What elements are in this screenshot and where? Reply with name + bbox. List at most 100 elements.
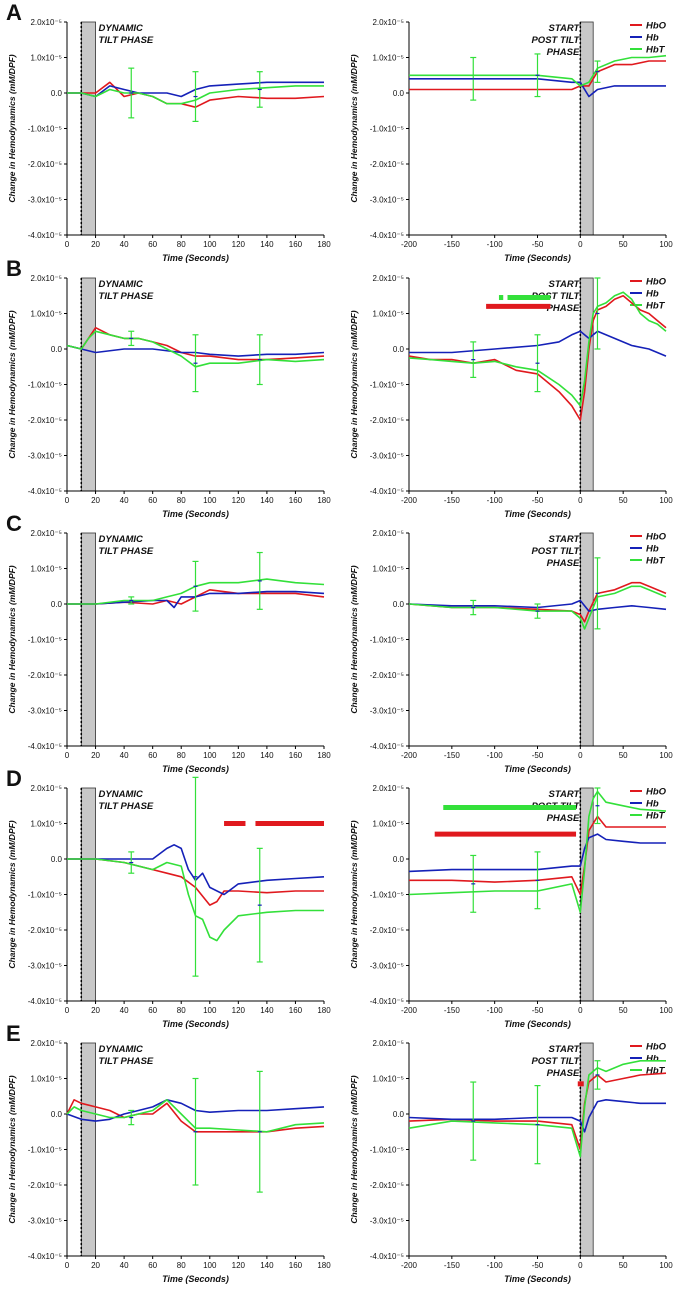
x-axis-label: Time (Seconds) — [162, 509, 229, 519]
legend-label: HbO — [646, 532, 667, 543]
phase-shade — [80, 1042, 96, 1257]
x-axis-label: Time (Seconds) — [162, 1019, 229, 1029]
y-tick-label: -1.0x10⁻⁵ — [28, 1146, 62, 1155]
legend-label: Hb — [646, 289, 659, 300]
x-tick-label: -200 — [401, 1261, 418, 1270]
x-tick-label: 100 — [203, 496, 217, 505]
series-line-HbT — [408, 585, 667, 630]
x-axis-label: Time (Seconds) — [162, 1274, 229, 1284]
series-line-HbO — [409, 60, 666, 91]
y-tick-label: -4.0x10⁻⁵ — [28, 487, 62, 496]
y-tick-label: -2.0x10⁻⁵ — [370, 160, 404, 169]
chart-C-left: C 2.0x10⁻⁵ 1.0x10⁻⁵ 0.0 -1.0x10⁻⁵ -2.0x10⁻⁵ -3… — [6, 511, 331, 774]
x-tick-label: 20 — [91, 751, 100, 760]
legend-label: HbT — [646, 45, 666, 56]
y-tick-label: -1.0x10⁻⁵ — [28, 891, 62, 900]
y-tick-label: -3.0x10⁻⁵ — [28, 1217, 62, 1226]
x-tick-label: 0 — [578, 240, 583, 249]
series-line-HbT — [409, 54, 667, 87]
legend-label: Hb — [646, 33, 659, 44]
x-tick-label: 140 — [260, 1261, 274, 1270]
y-tick-label: 2.0x10⁻⁵ — [30, 784, 62, 793]
legend-label: Hb — [646, 1054, 659, 1065]
y-tick-label: -2.0x10⁻⁵ — [28, 1181, 62, 1190]
series-line-Hb — [409, 330, 667, 357]
x-tick-label: 80 — [177, 1261, 186, 1270]
phase-annotation: POST TILT — [531, 291, 580, 302]
x-tick-label: -50 — [532, 1006, 544, 1015]
phase-annotation: POST TILT — [531, 1056, 580, 1067]
y-tick-label: -1.0x10⁻⁵ — [28, 381, 62, 390]
series-line-HbO — [66, 326, 325, 361]
phase-annotation: TILT PHASE — [99, 1056, 154, 1067]
series-line-HbT — [408, 1060, 666, 1158]
y-tick-label: -3.0x10⁻⁵ — [28, 707, 62, 716]
x-tick-label: -50 — [532, 496, 544, 505]
x-tick-label: -50 — [532, 1261, 544, 1270]
x-tick-label: 20 — [91, 240, 100, 249]
x-tick-label: 100 — [203, 240, 217, 249]
y-tick-label: 1.0x10⁻⁵ — [30, 310, 62, 319]
y-tick-label: -1.0x10⁻⁵ — [370, 1146, 404, 1155]
x-tick-label: 180 — [317, 496, 331, 505]
x-tick-label: -100 — [487, 1006, 504, 1015]
x-tick-label: 40 — [120, 1261, 129, 1270]
x-tick-label: 100 — [203, 751, 217, 760]
series-line-HbT — [66, 1099, 325, 1133]
x-tick-label: -200 — [401, 496, 418, 505]
y-tick-label: 1.0x10⁻⁵ — [30, 565, 62, 574]
x-tick-label: -150 — [444, 496, 461, 505]
series-line-Hb — [67, 843, 325, 896]
y-tick-label: 1.0x10⁻⁵ — [30, 820, 62, 829]
y-tick-label: -2.0x10⁻⁵ — [28, 416, 62, 425]
phase-shade — [80, 277, 96, 492]
y-tick-label: 2.0x10⁻⁵ — [30, 529, 62, 538]
phase-annotation: START — [549, 23, 581, 34]
legend-label: HbO — [646, 277, 667, 288]
phase-annotation: DYNAMIC — [99, 279, 143, 290]
phase-annotation: PHASE — [547, 1068, 580, 1079]
phase-annotation: START — [549, 789, 581, 800]
x-tick-label: 0 — [65, 1006, 70, 1015]
x-tick-label: 40 — [120, 496, 129, 505]
chart-B-right: 2.0x10⁻⁵ 1.0x10⁻⁵ 0.0 -1.0x10⁻⁵ -2.0x10⁻⁵ -3.… — [349, 274, 673, 519]
phase-annotation: PHASE — [547, 303, 580, 314]
x-tick-label: 0 — [578, 1006, 583, 1015]
x-axis-label: Time (Seconds) — [504, 509, 571, 519]
x-tick-label: 50 — [619, 496, 628, 505]
y-tick-label: -2.0x10⁻⁵ — [28, 160, 62, 169]
y-tick-label: -1.0x10⁻⁵ — [370, 381, 404, 390]
chart-A-right: 2.0x10⁻⁵ 1.0x10⁻⁵ 0.0 -1.0x10⁻⁵ -2.0x10⁻⁵ -3.… — [349, 18, 673, 263]
x-tick-label: -200 — [401, 751, 418, 760]
x-tick-label: -150 — [444, 240, 461, 249]
series-line-HbT — [67, 85, 324, 105]
x-axis-label: Time (Seconds) — [162, 764, 229, 774]
y-axis-label: Change in Hemodynamics (mM/DPF) — [7, 310, 17, 458]
series-line-HbO — [66, 1099, 325, 1133]
panel-letter: D — [6, 766, 22, 791]
chart-E-right: 2.0x10⁻⁵ 1.0x10⁻⁵ 0.0 -1.0x10⁻⁵ -2.0x10⁻⁵ -3.… — [349, 1039, 673, 1284]
x-tick-label: 120 — [232, 240, 246, 249]
x-tick-label: 100 — [659, 240, 673, 249]
phase-annotation: PHASE — [547, 813, 580, 824]
chart-A-left: A 2.0x10⁻⁵ 1.0x10⁻⁵ 0.0 -1.0x10⁻⁵ -2.0x10⁻⁵ -3… — [6, 0, 331, 263]
legend-label: HbT — [646, 301, 666, 312]
x-tick-label: 100 — [659, 1006, 673, 1015]
legend-label: HbT — [646, 1066, 666, 1077]
y-tick-label: 1.0x10⁻⁵ — [372, 54, 404, 63]
y-tick-label: -1.0x10⁻⁵ — [28, 125, 62, 134]
series-line-HbT — [408, 291, 667, 407]
legend-label: HbT — [646, 811, 666, 822]
x-tick-label: 60 — [148, 240, 157, 249]
y-tick-label: 1.0x10⁻⁵ — [372, 565, 404, 574]
y-tick-label: -4.0x10⁻⁵ — [28, 742, 62, 751]
y-tick-label: 1.0x10⁻⁵ — [30, 54, 62, 63]
y-axis-label: Change in Hemodynamics (mM/DPF) — [349, 565, 359, 713]
y-axis-label: Change in Hemodynamics (mM/DPF) — [7, 54, 17, 202]
y-tick-label: -3.0x10⁻⁵ — [28, 962, 62, 971]
y-tick-label: -4.0x10⁻⁵ — [370, 742, 404, 751]
legend-label: Hb — [646, 544, 659, 555]
y-tick-label: 2.0x10⁻⁵ — [30, 1039, 62, 1048]
chart-D-right: 2.0x10⁻⁵ 1.0x10⁻⁵ 0.0 -1.0x10⁻⁵ -2.0x10⁻⁵ -3.… — [349, 784, 673, 1029]
